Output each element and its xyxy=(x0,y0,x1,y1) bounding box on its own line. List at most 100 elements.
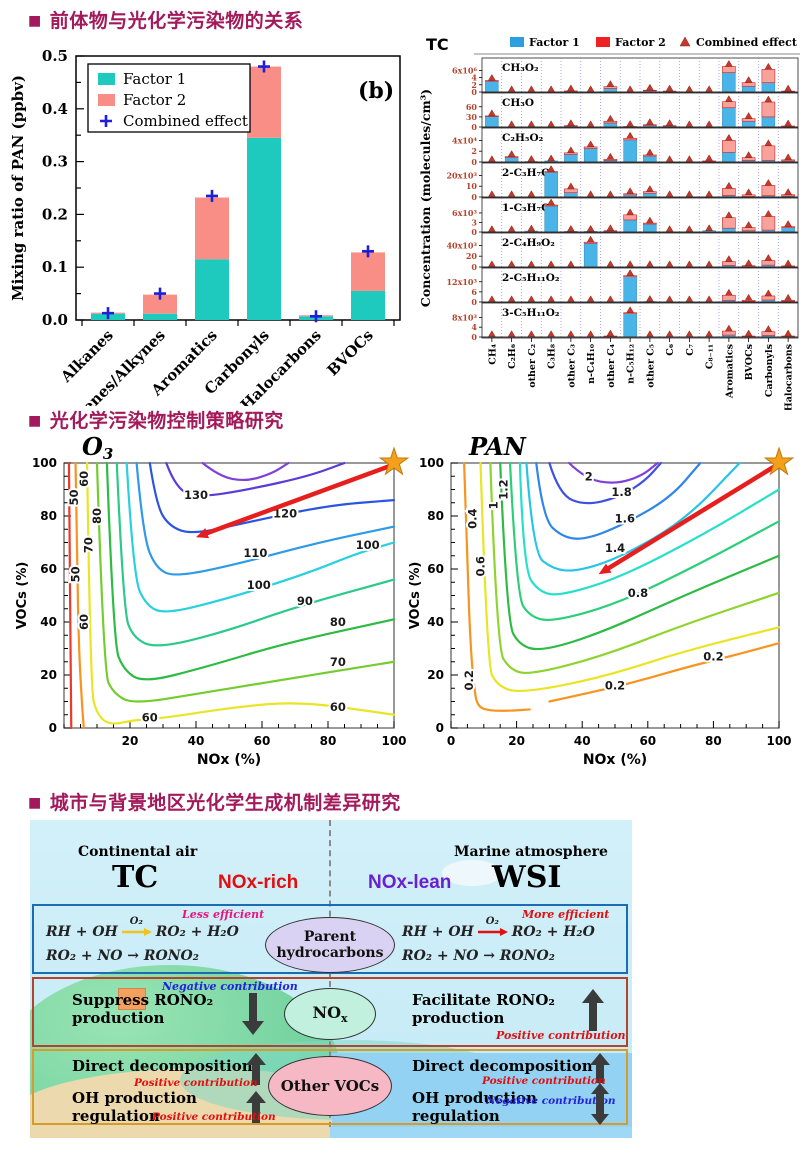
x-category-label: C₃H₈ xyxy=(547,344,558,369)
factor1-bar xyxy=(722,152,736,163)
combined-effect-triangle xyxy=(724,95,733,102)
y-tick-label: 0 xyxy=(471,297,477,307)
factor2-bar xyxy=(761,185,776,197)
x-category-label: BVOCs xyxy=(323,326,376,379)
x-category-label: Aromatics xyxy=(724,344,735,399)
other-vocs-oval: Other VOCs xyxy=(268,1056,392,1116)
x-category-label: Carbonyls xyxy=(764,344,775,397)
contour-line xyxy=(95,461,396,703)
o3-isopleth-contour-plot: 0 20 20 40 40 60 60 80 80 100 100 NOx (%) VOCs (%) O3… xyxy=(12,432,410,782)
right-reaction-line1: RH + OH O₂ RO₂ + H₂O xyxy=(402,916,595,940)
x-category-label: n-C₅H₁₂ xyxy=(626,344,637,384)
combined-effect-triangle xyxy=(645,216,654,224)
section-title-urban-background: ■ 城市与背景地区光化学生成机制差异研究 xyxy=(28,788,401,815)
nox-lean-label: NOx-lean xyxy=(368,872,452,893)
contour-label: 70 xyxy=(82,537,96,553)
positive-contribution-note: Positive contribution xyxy=(152,1111,276,1123)
x-category-label: other C₃ xyxy=(566,344,577,388)
combined-effect-triangle xyxy=(764,289,773,297)
contour-label: 0.2 xyxy=(605,679,625,693)
oh-production-regulation-left-text: OH production regulation xyxy=(72,1089,197,1125)
y-tick-label: 10 xyxy=(466,181,478,191)
factor1-bar xyxy=(564,192,578,198)
factor1-bar xyxy=(485,81,499,93)
star-icon: ★ xyxy=(378,442,410,483)
combined-effect-triangle xyxy=(566,182,575,190)
y-tick-label: 6x10⁶ xyxy=(452,65,477,75)
combined-effect-triangle xyxy=(764,178,773,186)
combined-effect-triangle xyxy=(665,119,674,126)
combined-effect-triangle xyxy=(547,154,556,162)
contour-label: 0.4 xyxy=(465,508,479,528)
combined-effect-triangle xyxy=(487,73,496,81)
contour-label: 0.8 xyxy=(628,586,648,600)
y-axis-title: Concentration (molecules/cm³) xyxy=(418,89,433,307)
y-axis-title: VOCs (%) xyxy=(15,562,30,630)
factor1-bar xyxy=(643,193,657,198)
contour-label: 110 xyxy=(243,546,267,560)
factor2-bar xyxy=(722,101,736,109)
section-title-text: 前体物与光化学污染物的关系 xyxy=(49,10,304,32)
legend-triangle-icon xyxy=(679,36,691,47)
trajectory-arrowhead xyxy=(196,528,209,539)
y-axis-title: Mixing ratio of PAN (ppbv) xyxy=(9,75,27,301)
combined-effect-triangle xyxy=(645,294,654,302)
combined-effect-triangle xyxy=(527,224,536,232)
combined-effect-triangle xyxy=(744,188,753,196)
contour-line xyxy=(479,461,781,692)
y-tick-label: 4x10⁴ xyxy=(452,135,477,145)
y-tick-label: 80 xyxy=(427,509,444,523)
y-tick-label: 0 xyxy=(49,721,57,735)
combined-effect-triangle xyxy=(626,187,635,195)
y-tick-label: 40 xyxy=(427,615,444,629)
legend-label: Factor 2 xyxy=(615,36,666,49)
species-label: 2-C₄H₉O₂ xyxy=(502,237,555,249)
left-reaction-line1: RH + OH O₂ RO₂ + H₂O xyxy=(46,916,239,940)
legend-swatch-factor1 xyxy=(510,37,524,47)
combined-effect-triangle xyxy=(705,224,714,231)
y-tick-label: 0 xyxy=(471,332,477,342)
y-tick-label: 4 xyxy=(471,322,477,332)
factor1-bar xyxy=(722,107,736,128)
legend-swatch xyxy=(98,73,115,85)
combined-effect-triangle xyxy=(606,114,615,122)
contour-line xyxy=(125,461,396,613)
factor1-bar xyxy=(643,223,657,233)
factor2-bar xyxy=(761,101,776,118)
factor1-bar xyxy=(603,122,618,128)
contour-label: 60 xyxy=(77,471,91,487)
x-category-label: n-C₄H₁₀ xyxy=(586,344,597,384)
y-tick-label: 2 xyxy=(471,146,477,156)
right-reaction-line2: RO₂ + NO → RONO₂ xyxy=(402,948,555,964)
species-label: C₂H₅O₂ xyxy=(502,132,544,144)
combined-effect-triangle xyxy=(744,151,753,158)
species-label: 2-C₃H₇O₂ xyxy=(502,167,555,179)
factor2-bar xyxy=(722,140,736,153)
factor1-bar xyxy=(623,139,637,163)
y-tick-label: 60 xyxy=(40,562,57,576)
contour-label: 80 xyxy=(330,615,346,629)
combined-effect-triangle xyxy=(724,133,733,141)
factor2-bar xyxy=(761,145,776,161)
factor1-bar xyxy=(741,121,756,128)
combined-effect-triangle xyxy=(566,146,575,154)
combined-effect-triangle xyxy=(784,188,793,195)
contour-label: 1.8 xyxy=(611,485,631,499)
factor2-bar xyxy=(351,252,385,291)
y-tick-label: 0 xyxy=(471,87,477,97)
down-arrow-icon xyxy=(242,993,264,1035)
species-label: 2-C₅H₁₁O₂ xyxy=(502,272,560,284)
combined-effect-triangle xyxy=(724,211,733,218)
contour-o3-svg: 0 20 20 40 40 60 60 80 80 100 100 NOx (%) VOCs (%) O3… xyxy=(15,432,410,768)
combined-effect-triangle xyxy=(744,329,753,337)
x-tick-label: 0 xyxy=(447,734,455,748)
direct-decomposition-left-text: Direct decomposition xyxy=(72,1057,253,1075)
x-tick-label: 40 xyxy=(574,734,591,748)
y-axis-title: VOCs (%) xyxy=(408,562,423,630)
combined-effect-cross xyxy=(310,310,322,323)
contour-line xyxy=(499,461,781,651)
combined-effect-triangle xyxy=(724,255,733,262)
y-tick-label: 0 xyxy=(471,227,477,237)
factor2-bar xyxy=(722,261,736,266)
combined-effect-cross xyxy=(206,189,218,202)
